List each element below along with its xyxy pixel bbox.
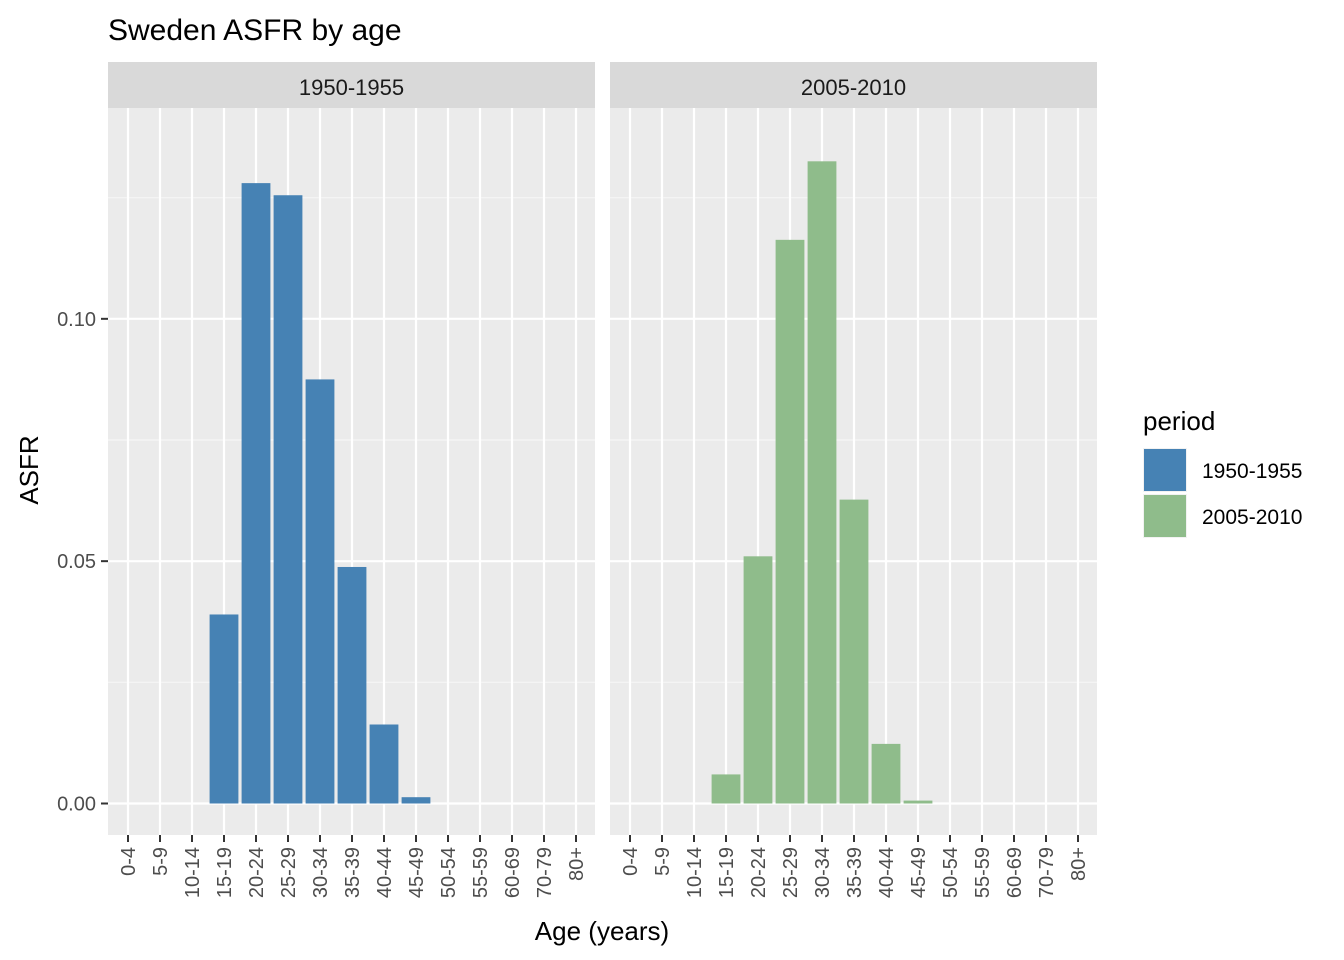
x-tick-label: 15-19 <box>716 847 738 898</box>
bar-2005-2010-15-19 <box>711 774 741 804</box>
bar-2005-2010-35-39 <box>839 499 869 804</box>
x-tick-label: 5-9 <box>652 847 674 876</box>
x-tick-label: 40-44 <box>374 847 396 898</box>
x-tick-label: 50-54 <box>940 847 962 898</box>
facet-panel-2005-2010: 2005-2010 0-4 5-9 10-14 15-19 20-24 25-29 30-34… <box>610 62 1097 898</box>
facet-panels: 1950-1955 0-4 5-9 10-14 15-19 20-24 25-29 30-34… <box>108 62 1097 898</box>
legend-entry-label: 2005-2010 <box>1202 506 1302 529</box>
x-tick-label: 20-24 <box>246 847 268 898</box>
legend-swatch-1950-1955 <box>1144 449 1186 491</box>
x-tick-label: 80+ <box>1068 847 1090 881</box>
y-axis-label: ASFR <box>14 435 44 504</box>
bar-2005-2010-45-49 <box>903 800 933 804</box>
bar-1950-1955-20-24 <box>241 183 271 804</box>
legend-title: period <box>1143 406 1215 436</box>
x-tick-label: 30-34 <box>310 847 332 898</box>
x-axis-label: Age (years) <box>535 916 669 946</box>
x-tick-label: 10-14 <box>684 847 706 898</box>
bar-1950-1955-30-34 <box>305 379 335 804</box>
facet-panel-1950-1955: 1950-1955 0-4 5-9 10-14 15-19 20-24 25-29 30-34… <box>108 62 595 898</box>
bar-1950-1955-25-29 <box>273 195 303 804</box>
y-tick-label: 0.05 <box>57 551 96 573</box>
x-tick-label: 0-4 <box>620 847 642 876</box>
bar-2005-2010-30-34 <box>807 161 837 804</box>
y-axis: 0.00 0.05 0.10 <box>57 309 108 815</box>
x-tick-label: 30-34 <box>812 847 834 898</box>
chart-title: Sweden ASFR by age <box>108 14 402 47</box>
bar-1950-1955-35-39 <box>337 566 367 804</box>
x-tick-label: 55-59 <box>470 847 492 898</box>
x-tick-label: 55-59 <box>972 847 994 898</box>
x-tick-label: 35-39 <box>342 847 364 898</box>
x-tick-label: 35-39 <box>844 847 866 898</box>
x-tick-label: 80+ <box>566 847 588 881</box>
bar-1950-1955-45-49 <box>401 797 431 804</box>
x-tick-label: 25-29 <box>780 847 802 898</box>
x-tick-label: 50-54 <box>438 847 460 898</box>
x-tick-label: 0-4 <box>118 847 140 876</box>
facet-strip <box>108 62 595 108</box>
legend: period 1950-1955 2005-2010 <box>1143 406 1302 538</box>
legend-entry-label: 1950-1955 <box>1202 460 1302 483</box>
legend-swatch-2005-2010 <box>1144 495 1186 537</box>
x-tick-label: 70-79 <box>1036 847 1058 898</box>
x-tick-label: 5-9 <box>150 847 172 876</box>
x-tick-label: 25-29 <box>278 847 300 898</box>
facet-strip-label: 2005-2010 <box>801 75 906 100</box>
x-tick-label: 40-44 <box>876 847 898 898</box>
x-tick-label: 10-14 <box>182 847 204 898</box>
y-tick-label: 0.00 <box>57 793 96 815</box>
x-tick-label: 60-69 <box>1004 847 1026 898</box>
x-tick-label: 70-79 <box>534 847 556 898</box>
bar-1950-1955-15-19 <box>209 614 239 804</box>
x-tick-label: 45-49 <box>908 847 930 898</box>
bar-2005-2010-40-44 <box>871 743 901 804</box>
facet-strip-label: 1950-1955 <box>299 75 404 100</box>
x-tick-label: 20-24 <box>748 847 770 898</box>
facet-strip <box>610 62 1097 108</box>
x-tick-label: 45-49 <box>406 847 428 898</box>
y-tick-label: 0.10 <box>57 309 96 331</box>
bar-2005-2010-20-24 <box>743 556 773 804</box>
bar-2005-2010-25-29 <box>775 239 805 804</box>
bar-1950-1955-40-44 <box>369 724 399 804</box>
x-tick-label: 60-69 <box>502 847 524 898</box>
x-tick-label: 15-19 <box>214 847 236 898</box>
